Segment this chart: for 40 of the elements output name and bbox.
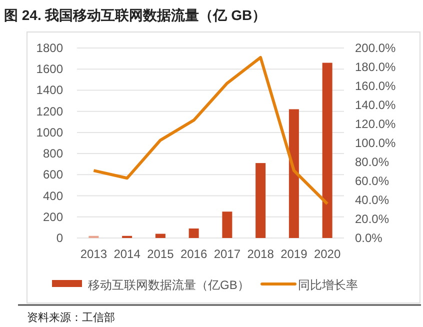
y-tick-label: 400 [42, 188, 64, 203]
x-tick-label: 2014 [114, 247, 141, 261]
text: 资料来源：工信部 [27, 311, 115, 324]
bar [322, 62, 332, 238]
y2-tick-label: 200.0% [355, 41, 396, 55]
chart-title: 图 24. 我国移动互联网数据流量（亿 GB） [4, 7, 266, 23]
bar [155, 234, 166, 238]
y2-tick-label: 140.0% [355, 98, 396, 112]
y-tick-label: 200 [42, 210, 64, 224]
y2-tick-label: 120.0% [355, 117, 396, 131]
bar [288, 109, 299, 238]
x-tick-label: 2018 [247, 247, 274, 261]
line-series [92, 56, 329, 206]
bar [256, 163, 266, 238]
y-tick-label: 1600 [36, 62, 64, 76]
y2-tick-label: 160.0% [355, 79, 396, 93]
y2-tick-label: 100.0% [355, 136, 396, 150]
y2-tick-label: 0.0% [355, 231, 383, 245]
legend-label: 同比增长率 [298, 278, 358, 292]
y-tick-label: 600 [42, 168, 64, 182]
x-tick-label: 2019 [280, 247, 308, 261]
x-tick-label: 2017 [214, 247, 241, 261]
y2-tick-label: 20.0% [355, 212, 390, 226]
x-tick-label: 2016 [180, 247, 208, 261]
y-tick-label: 800 [42, 146, 64, 161]
x-tick-label: 2020 [314, 247, 341, 261]
y-tick-label: 1200 [36, 104, 64, 118]
y2-tick-label: 40.0% [355, 193, 390, 207]
y2-tick-label: 60.0% [355, 174, 390, 188]
y-tick-label: 0 [56, 231, 64, 245]
bar [222, 212, 232, 238]
y2-tick-label: 180.0% [355, 60, 396, 74]
x-tick-label: 2015 [147, 247, 174, 261]
bar [188, 228, 199, 238]
x-tick-label: 2013 [80, 247, 108, 261]
y-tick-label: 1800 [36, 41, 64, 55]
y2-tick-label: 80.0% [355, 155, 390, 169]
y-tick-label: 1000 [36, 125, 64, 140]
y-tick-label: 1400 [36, 83, 64, 98]
legend-label: 移动互联网数据流量（亿GB） [88, 278, 250, 292]
